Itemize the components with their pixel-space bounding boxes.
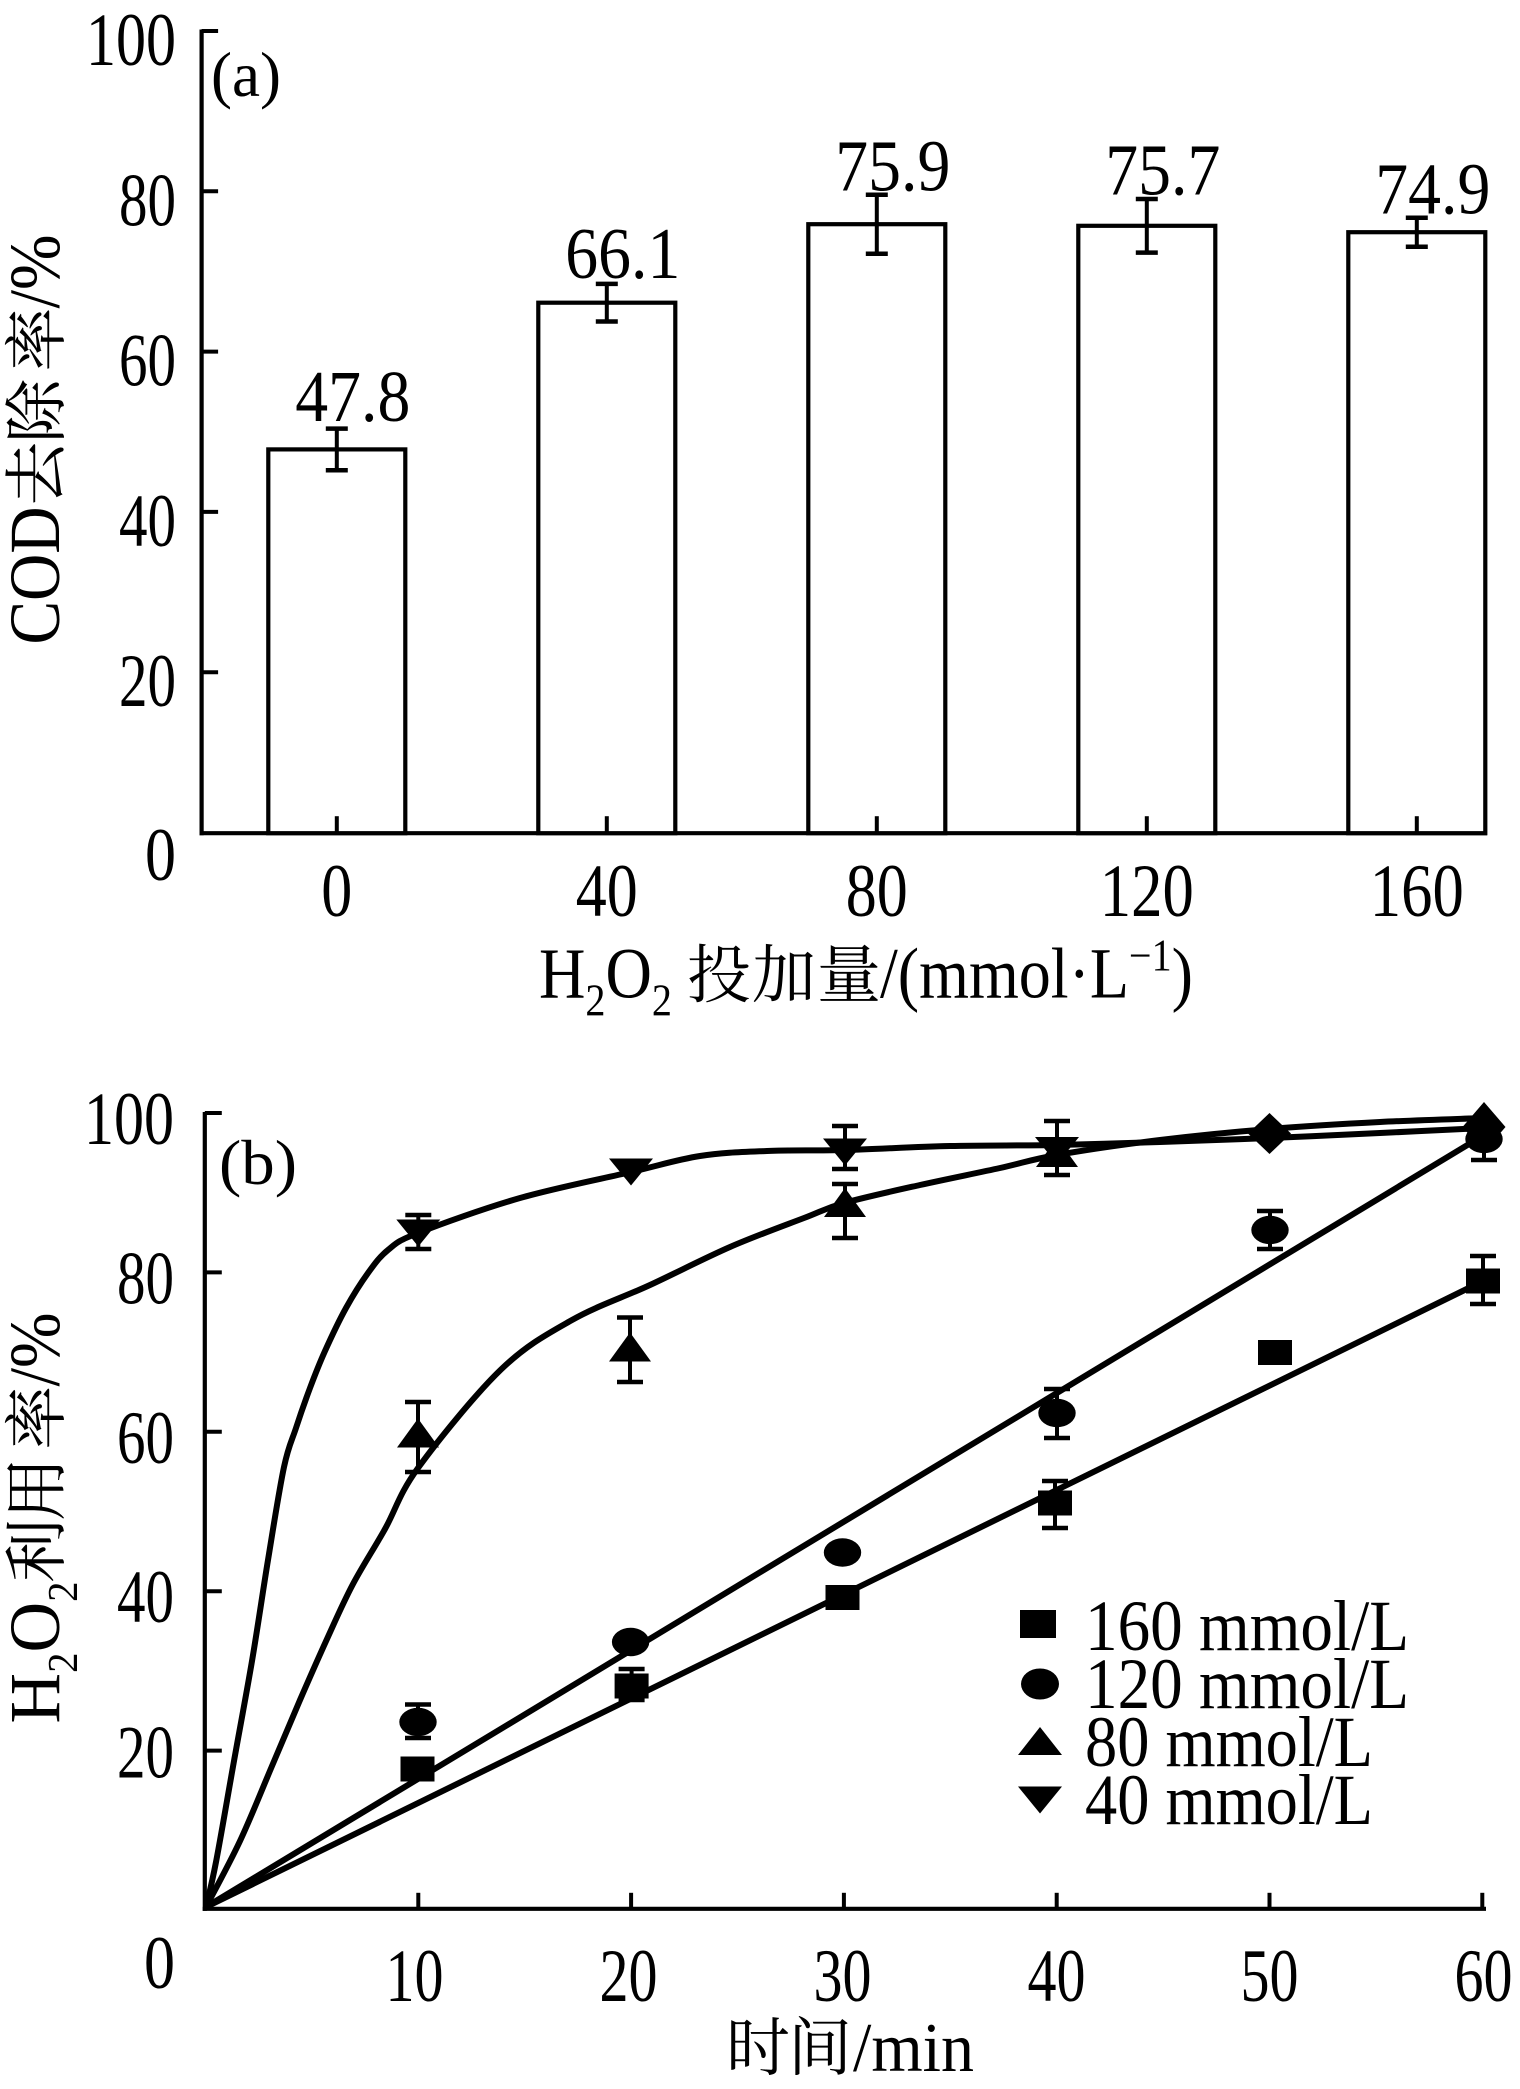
svg-text:50: 50 [1241, 1935, 1299, 2018]
svg-text:0: 0 [145, 814, 176, 897]
svg-text:80: 80 [117, 1237, 174, 1320]
svg-text:30: 30 [814, 1935, 872, 2018]
svg-text:60: 60 [1455, 1935, 1513, 2018]
svg-text:160 mmol/L: 160 mmol/L [1085, 1586, 1409, 1666]
svg-text:H2O2: H2O2 [0, 1582, 87, 1724]
svg-text:/min: /min [853, 2010, 974, 2087]
svg-text:74.9: 74.9 [1375, 149, 1490, 230]
svg-text:120: 120 [1100, 850, 1194, 933]
svg-text:COD: COD [0, 507, 75, 645]
svg-text:100: 100 [84, 1078, 174, 1161]
svg-text:/%: /% [0, 1313, 75, 1387]
svg-text:80: 80 [119, 159, 176, 242]
svg-text:80 mmol/L: 80 mmol/L [1085, 1702, 1373, 1782]
svg-text:60: 60 [119, 320, 176, 403]
svg-text:40: 40 [117, 1556, 174, 1639]
svg-text:75.9: 75.9 [835, 126, 950, 207]
svg-text:60: 60 [117, 1397, 174, 1480]
svg-text:0: 0 [144, 1922, 175, 2005]
svg-text:/%: /% [0, 235, 75, 309]
svg-text:80: 80 [846, 850, 908, 933]
svg-text:10: 10 [386, 1935, 444, 2018]
svg-text:40: 40 [576, 850, 638, 933]
svg-text:40: 40 [1028, 1935, 1086, 2018]
svg-text:160: 160 [1370, 850, 1464, 933]
svg-text:66.1: 66.1 [565, 213, 680, 294]
svg-text:(b): (b) [219, 1127, 297, 1198]
svg-text:75.7: 75.7 [1105, 130, 1220, 211]
svg-text:H2O2: H2O2 [539, 933, 672, 1025]
svg-text:40: 40 [119, 480, 176, 563]
svg-text:20: 20 [119, 640, 176, 723]
svg-text:0: 0 [321, 850, 352, 933]
svg-text:20: 20 [117, 1712, 174, 1795]
svg-text:100: 100 [86, 0, 176, 82]
svg-text:(a): (a) [211, 39, 281, 110]
svg-text:120 mmol/L: 120 mmol/L [1085, 1644, 1409, 1724]
svg-text:47.8: 47.8 [295, 356, 410, 437]
svg-text:20: 20 [600, 1935, 658, 2018]
svg-text:40 mmol/L: 40 mmol/L [1085, 1760, 1373, 1840]
